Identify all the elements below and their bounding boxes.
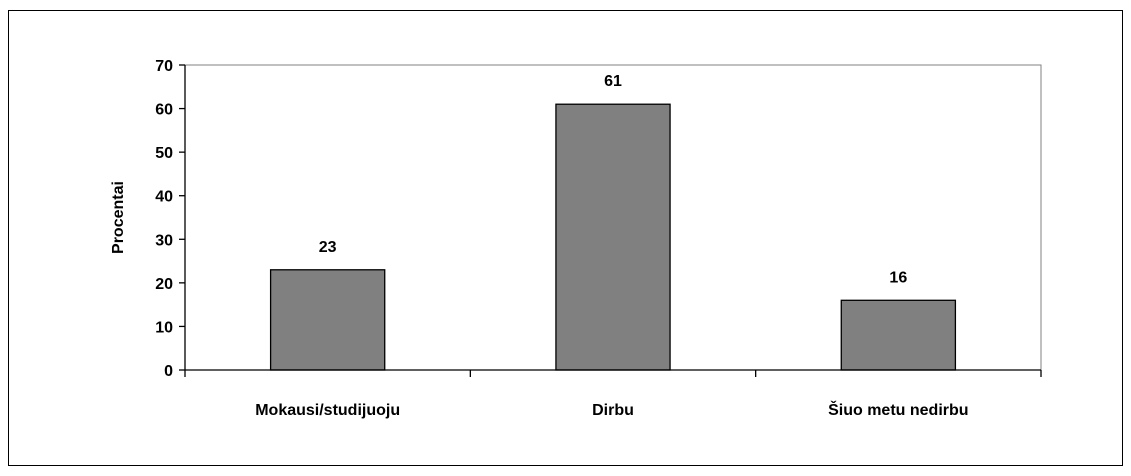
y-tick-label-70: 70 bbox=[155, 58, 173, 75]
bar-3 bbox=[840, 299, 957, 371]
data-label-1: 23 bbox=[319, 239, 337, 256]
bars-group bbox=[269, 103, 957, 371]
y-tick-label-30: 30 bbox=[155, 232, 173, 249]
labels-group: 23 Mokausi/studijuoju 61 Dirbu 16 Šiuo metu n… bbox=[155, 58, 968, 419]
category-label-1: Mokausi/studijuoju bbox=[255, 402, 400, 419]
y-tick-label-60: 60 bbox=[155, 102, 173, 119]
axes-group bbox=[179, 64, 1042, 377]
data-label-3: 16 bbox=[889, 269, 907, 286]
bar-2 bbox=[555, 103, 671, 371]
y-tick-label-40: 40 bbox=[155, 189, 173, 206]
data-label-2: 61 bbox=[604, 73, 622, 90]
y-tick-label-50: 50 bbox=[155, 145, 173, 162]
category-label-3: Šiuo metu nedirbu bbox=[828, 400, 968, 419]
category-label-2: Dirbu bbox=[592, 402, 634, 419]
bar-1 bbox=[269, 269, 386, 371]
y-tick-label-20: 20 bbox=[155, 276, 173, 293]
y-tick-label-10: 10 bbox=[155, 319, 173, 336]
y-axis-title: Procentai bbox=[110, 181, 127, 254]
y-tick-label-0: 0 bbox=[164, 363, 173, 380]
